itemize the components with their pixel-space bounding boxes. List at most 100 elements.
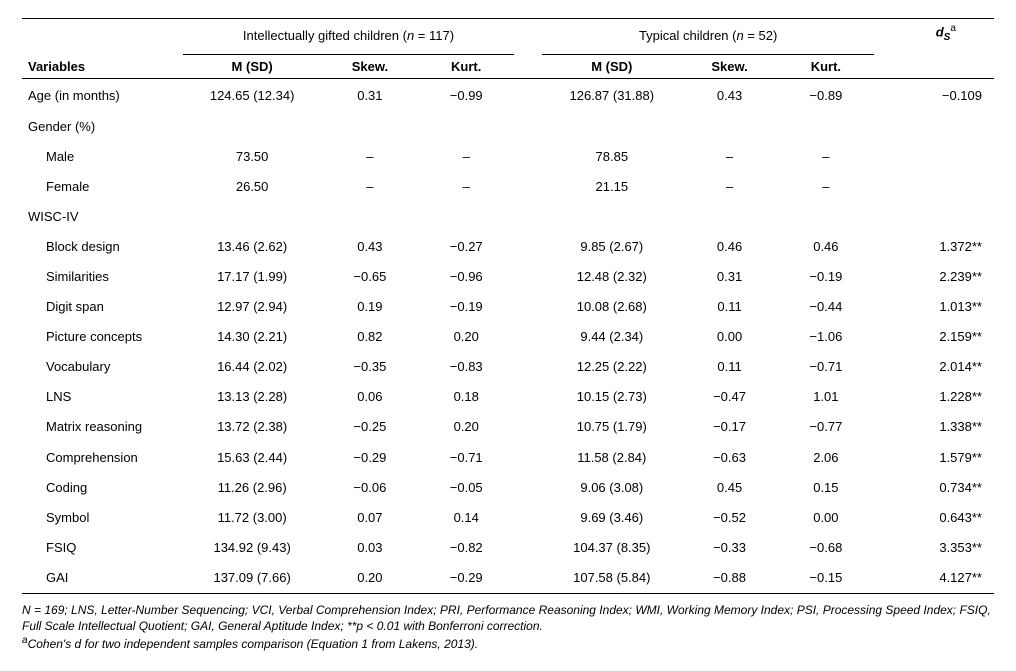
- gap1: [514, 503, 542, 533]
- m1-cell: 137.09 (7.66): [183, 563, 322, 594]
- s2-cell: [681, 202, 777, 232]
- var-cell: Coding: [22, 473, 183, 503]
- descriptive-stats-table: Intellectually gifted children (n = 117)…: [22, 18, 994, 596]
- k1-cell: −0.29: [418, 563, 514, 594]
- k1-cell: −0.99: [418, 81, 514, 111]
- k2-cell: 0.00: [778, 503, 874, 533]
- gap2: [874, 322, 898, 352]
- table-row: Block design13.46 (2.62)0.43−0.279.85 (2…: [22, 232, 994, 262]
- var-cell: FSIQ: [22, 533, 183, 563]
- s2-cell: 0.11: [681, 352, 777, 382]
- k1-cell: −0.27: [418, 232, 514, 262]
- group2-prefix: Typical children (: [639, 28, 737, 43]
- msd1-header: M (SD): [183, 55, 322, 79]
- s1-cell: 0.82: [322, 322, 418, 352]
- s2-cell: 0.45: [681, 473, 777, 503]
- footnotes: N = 169; LNS, Letter-Number Sequencing; …: [22, 602, 994, 653]
- m1-cell: 14.30 (2.21): [183, 322, 322, 352]
- ds-header: dSa: [898, 19, 994, 47]
- s2-cell: –: [681, 172, 777, 202]
- gap2: [874, 563, 898, 594]
- k2-cell: −0.19: [778, 262, 874, 292]
- table-row: Comprehension15.63 (2.44)−0.29−0.7111.58…: [22, 443, 994, 473]
- k1-cell: −0.05: [418, 473, 514, 503]
- kurt1-header: Kurt.: [418, 55, 514, 79]
- gap2: [874, 412, 898, 442]
- ds-cell: 1.338**: [898, 412, 994, 442]
- table-row: Age (in months)124.65 (12.34)0.31−0.9912…: [22, 81, 994, 111]
- skew1-header: Skew.: [322, 55, 418, 79]
- s1-cell: −0.29: [322, 443, 418, 473]
- ds-cell: 0.734**: [898, 473, 994, 503]
- gap1: [514, 443, 542, 473]
- group1-suffix: = 117): [414, 28, 454, 43]
- k2-cell: −0.71: [778, 352, 874, 382]
- gap2: [874, 112, 898, 142]
- table-row: FSIQ134.92 (9.43)0.03−0.82104.37 (8.35)−…: [22, 533, 994, 563]
- k2-cell: [778, 202, 874, 232]
- m1-cell: 15.63 (2.44): [183, 443, 322, 473]
- m2-cell: [542, 112, 681, 142]
- s2-cell: −0.33: [681, 533, 777, 563]
- k1-cell: [418, 202, 514, 232]
- gap1: [514, 232, 542, 262]
- k2-cell: –: [778, 142, 874, 172]
- s1-cell: [322, 112, 418, 142]
- s1-cell: 0.20: [322, 563, 418, 594]
- k2-cell: –: [778, 172, 874, 202]
- var-cell: Gender (%): [22, 112, 183, 142]
- m1-cell: [183, 202, 322, 232]
- s1-cell: 0.06: [322, 382, 418, 412]
- group1-prefix: Intellectually gifted children (: [243, 28, 407, 43]
- table-bottom-rule: [22, 594, 994, 597]
- m1-cell: 26.50: [183, 172, 322, 202]
- group-rule-row: [22, 47, 994, 55]
- m1-cell: 13.46 (2.62): [183, 232, 322, 262]
- k2-cell: −0.44: [778, 292, 874, 322]
- gap1: [514, 473, 542, 503]
- ds-sup: a: [950, 23, 956, 34]
- k2-cell: −1.06: [778, 322, 874, 352]
- m2-cell: 11.58 (2.84): [542, 443, 681, 473]
- m2-cell: 9.06 (3.08): [542, 473, 681, 503]
- var-cell: Vocabulary: [22, 352, 183, 382]
- footnote-line1: N = 169; LNS, Letter-Number Sequencing; …: [22, 602, 994, 634]
- k2-cell: [778, 112, 874, 142]
- gap2: [874, 142, 898, 172]
- s2-cell: −0.63: [681, 443, 777, 473]
- table-body: Age (in months)124.65 (12.34)0.31−0.9912…: [22, 81, 994, 593]
- k1-cell: –: [418, 142, 514, 172]
- k1-cell: 0.20: [418, 412, 514, 442]
- gap2: [874, 262, 898, 292]
- ds-cell: 2.159**: [898, 322, 994, 352]
- k2-cell: −0.15: [778, 563, 874, 594]
- group2-suffix: = 52): [744, 28, 778, 43]
- table-row: Male73.50––78.85––: [22, 142, 994, 172]
- skew2-header: Skew.: [681, 55, 777, 79]
- m2-cell: 12.48 (2.32): [542, 262, 681, 292]
- var-cell: WISC-IV: [22, 202, 183, 232]
- s1-cell: −0.35: [322, 352, 418, 382]
- table-row: Matrix reasoning13.72 (2.38)−0.250.2010.…: [22, 412, 994, 442]
- variables-header: Variables: [22, 55, 183, 79]
- var-cell: LNS: [22, 382, 183, 412]
- gap1: [514, 112, 542, 142]
- table-row: Symbol11.72 (3.00)0.070.149.69 (3.46)−0.…: [22, 503, 994, 533]
- k1-cell: −0.83: [418, 352, 514, 382]
- ds-cell: 2.239**: [898, 262, 994, 292]
- gap2: [874, 382, 898, 412]
- k1-cell: 0.14: [418, 503, 514, 533]
- gap2: [874, 81, 898, 111]
- m2-cell: 9.69 (3.46): [542, 503, 681, 533]
- s1-cell: 0.31: [322, 81, 418, 111]
- gap1: [514, 202, 542, 232]
- gap2: [874, 172, 898, 202]
- m2-cell: 12.25 (2.22): [542, 352, 681, 382]
- k2-cell: −0.89: [778, 81, 874, 111]
- ds-cell: 2.014**: [898, 352, 994, 382]
- var-cell: GAI: [22, 563, 183, 594]
- gap1: [514, 262, 542, 292]
- var-cell: Picture concepts: [22, 322, 183, 352]
- s1-cell: −0.25: [322, 412, 418, 442]
- footnote-line2: aCohen's d for two independent samples c…: [22, 634, 994, 652]
